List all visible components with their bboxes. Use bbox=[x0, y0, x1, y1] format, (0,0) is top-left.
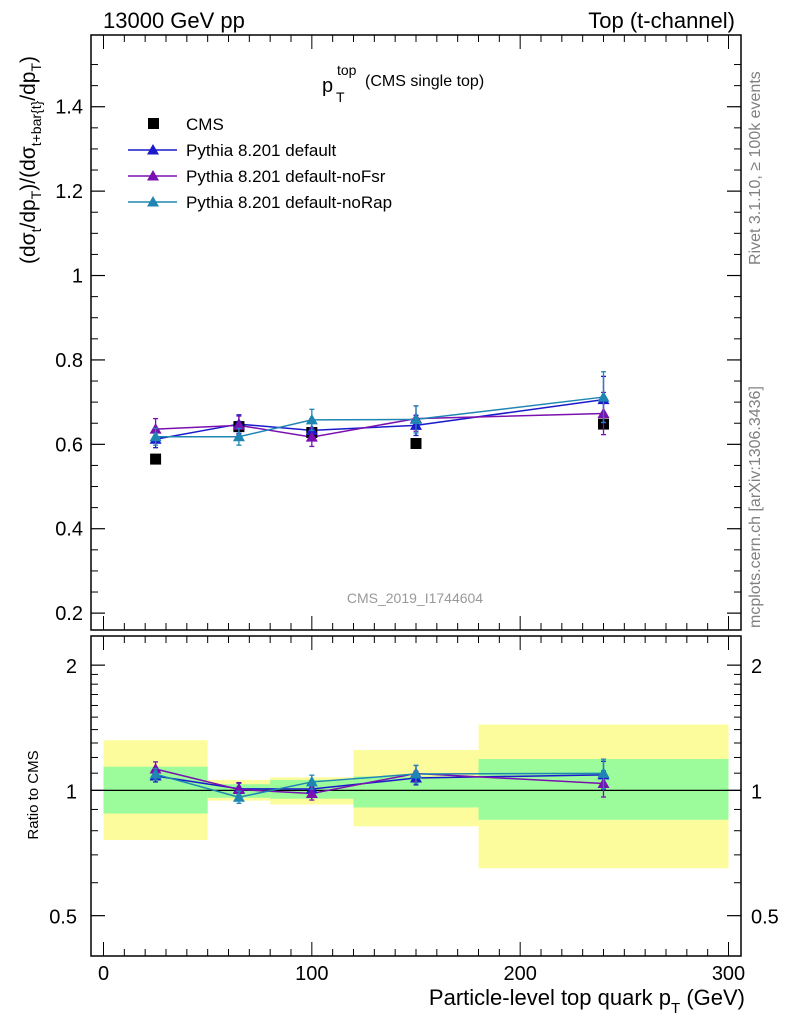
main-ylabel: (dσt/dpT)/(dσt+bar{t}/dpT) bbox=[17, 56, 44, 264]
main-ytick-label: 0.2 bbox=[55, 603, 83, 625]
xtick-label: 300 bbox=[712, 963, 745, 985]
ratio-ytick-label: 2 bbox=[66, 656, 77, 678]
legend-entry: Pythia 8.201 default-noRap bbox=[186, 193, 392, 212]
main-ytick-label: 0.6 bbox=[55, 434, 83, 456]
main-mc-point bbox=[232, 430, 245, 442]
title-main: p bbox=[322, 75, 333, 97]
ratio-mc-point bbox=[149, 768, 162, 779]
xtick-label: 0 bbox=[98, 963, 109, 985]
main-mc-point bbox=[410, 413, 422, 424]
title-subscript: T bbox=[336, 89, 345, 105]
ratio-mc-point bbox=[232, 791, 245, 802]
legend-marker-mc bbox=[147, 144, 159, 155]
main-panel-ticks: 0.2 0.4 0.6 0.8 1 1.2 1.4 bbox=[55, 35, 741, 630]
main-mc-point bbox=[305, 431, 318, 442]
analysis-tag: CMS_2019_I1744604 bbox=[347, 590, 483, 606]
ratio-ytick-label-right: 2 bbox=[751, 656, 762, 678]
legend: CMS Pythia 8.201 default Pythia 8.201 defa… bbox=[128, 115, 392, 212]
main-ytick-label: 0.4 bbox=[55, 519, 83, 541]
mcplots-label: mcplots.cern.ch [arXiv:1306.3436] bbox=[747, 386, 764, 628]
xtick-label: 200 bbox=[503, 963, 536, 985]
main-ytick-label: 1.2 bbox=[55, 181, 83, 203]
ratio-ylabel: Ratio to CMS bbox=[25, 750, 42, 839]
ratio-ytick-label: 0.5 bbox=[49, 907, 77, 929]
ratio-mc-point bbox=[597, 767, 610, 778]
ratio-panel-series bbox=[149, 758, 610, 804]
xtick-label: 100 bbox=[295, 963, 328, 985]
plot-title: p bbox=[322, 75, 333, 97]
legend-marker-mc bbox=[147, 196, 159, 207]
header-right: Top (t-channel) bbox=[588, 8, 735, 33]
legend-marker-mc bbox=[147, 170, 159, 181]
legend-entry: CMS bbox=[186, 115, 224, 134]
ratio-mc-point bbox=[232, 783, 245, 795]
main-data-point bbox=[150, 453, 162, 465]
ratio-panel-bands bbox=[91, 724, 741, 869]
main-mc-point bbox=[305, 413, 318, 425]
main-mc-point bbox=[597, 391, 610, 402]
main-ytick-label: 1 bbox=[72, 266, 83, 288]
ratio-mc-point bbox=[305, 787, 318, 799]
ratio-mc-point bbox=[305, 775, 318, 787]
main-ytick-label: 0.8 bbox=[55, 350, 83, 372]
ratio-ytick-label-right: 1 bbox=[751, 781, 762, 803]
rivet-label: Rivet 3.1.10, ≥ 100k events bbox=[747, 71, 764, 265]
main-panel-series bbox=[149, 371, 610, 465]
legend-entry: Pythia 8.201 default bbox=[186, 141, 337, 160]
ratio-mc-point bbox=[410, 768, 422, 779]
legend-marker-data bbox=[148, 118, 159, 129]
ratio-ytick-label-right: 0.5 bbox=[751, 907, 779, 929]
legend-entry: Pythia 8.201 default-noFsr bbox=[186, 167, 386, 186]
ratio-panel-ticks: 0.5 0.5 1 1 2 2 0 100 200 300 bbox=[49, 636, 779, 985]
main-mc-point bbox=[232, 419, 245, 430]
main-mc-point bbox=[149, 430, 162, 442]
title-note: (CMS single top) bbox=[365, 73, 484, 90]
main-data-point bbox=[410, 437, 422, 449]
ratio-ytick-label: 1 bbox=[66, 781, 77, 803]
header-left: 13000 GeV pp bbox=[103, 8, 245, 33]
x-axis-label: Particle-level top quark pT (GeV) bbox=[429, 985, 745, 1017]
main-ytick-label: 1.4 bbox=[55, 97, 83, 119]
title-superscript: top bbox=[337, 62, 357, 78]
